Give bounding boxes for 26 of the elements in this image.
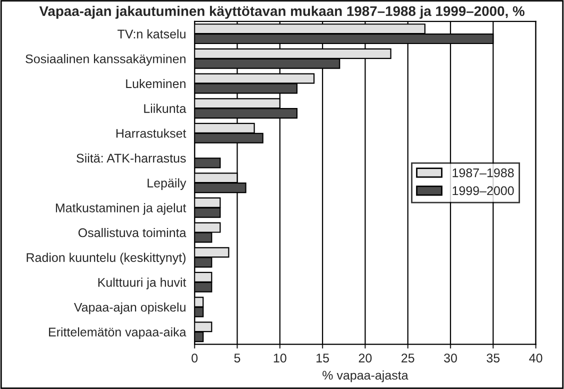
y-tick-label: Vapaa-ajan opiskelu (74, 302, 186, 314)
x-tick-label: 35 (486, 354, 500, 362)
y-tick-label: Erittelemätön vapaa-aika (49, 327, 186, 339)
x-tick-label: 40 (529, 354, 542, 362)
y-tick-label: Harrastukset (116, 128, 186, 138)
x-tick-label: 15 (316, 354, 329, 362)
y-tick-label: Lepäily (148, 178, 186, 190)
x-tick-label: 30 (444, 354, 457, 362)
x-tick-label: 10 (274, 354, 286, 362)
x-tick-label: 25 (402, 354, 414, 362)
x-axis-title: % vapaa-ajasta (322, 370, 408, 382)
x-tick-label: 20 (358, 354, 372, 362)
y-tick-label: Radion kuuntelu (keskittynyt) (26, 252, 186, 264)
x-tick-label: 0 (192, 354, 198, 362)
chart-title: Vapaa-ajan jakautuminen käyttötavan mukaan 1987–1988 ja 1999–2000, % (39, 6, 524, 19)
y-tick-label: TV:n katselu (118, 29, 186, 38)
y-tick-label: Osallistuva toiminta (78, 228, 186, 238)
legend-label: 1987–1988 (452, 168, 514, 178)
legend-label: 1999–2000 (452, 186, 514, 196)
y-tick-label: Liikunta (144, 104, 186, 113)
y-tick-label: Kulttuuri ja huvit (98, 278, 186, 290)
y-tick-label: Siitä: ATK-harrastus (76, 153, 186, 163)
y-tick-label: Sosiaalinen kanssakäyminen (26, 54, 186, 66)
y-tick-label: Matkustaminen ja ajelut (56, 203, 186, 215)
y-tick-label: Lukeminen (126, 78, 186, 88)
x-tick-label: 5 (234, 354, 240, 362)
